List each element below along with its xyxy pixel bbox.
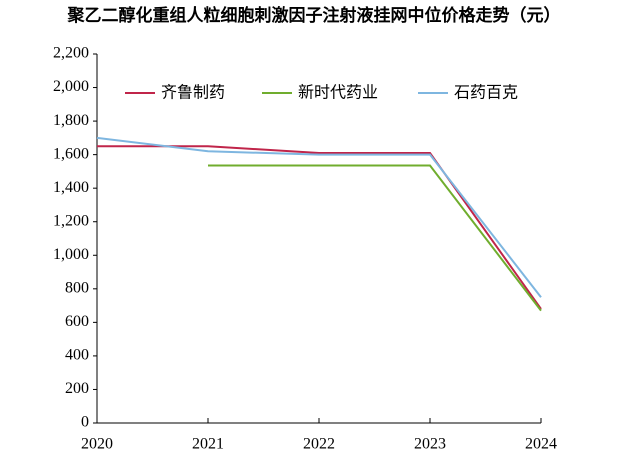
series-line	[96, 136, 542, 298]
y-tick-label: 2,200	[53, 45, 89, 62]
y-tick-label: 200	[65, 380, 89, 397]
y-tick-label: 0	[81, 414, 89, 431]
y-tick-label: 800	[65, 279, 89, 296]
x-tick-label: 2022	[303, 436, 335, 453]
y-tick-label: 2,000	[53, 78, 89, 95]
y-tick-label: 1,800	[53, 112, 89, 129]
y-tick-label: 1,600	[53, 145, 89, 162]
series-line	[208, 164, 542, 312]
series-line	[97, 145, 542, 310]
legend-label: 新时代药业	[298, 84, 378, 102]
y-tick-label: 600	[65, 313, 89, 330]
y-tick-label: 400	[65, 347, 89, 364]
legend-label: 齐鲁制药	[161, 84, 225, 102]
y-tick-label: 1,400	[53, 179, 89, 196]
legend-label: 石药百克	[454, 84, 518, 102]
chart-title: 聚乙二醇化重组人粒细胞刺激因子注射液挂网中位价格走势（元）	[67, 5, 561, 25]
x-tick-label: 2021	[192, 436, 224, 453]
y-tick-label: 1,000	[53, 246, 89, 263]
x-tick-label: 2023	[414, 436, 446, 453]
x-tick-label: 2024	[525, 436, 557, 453]
y-tick-label: 1,200	[53, 212, 89, 229]
x-tick-label: 2020	[81, 436, 113, 453]
